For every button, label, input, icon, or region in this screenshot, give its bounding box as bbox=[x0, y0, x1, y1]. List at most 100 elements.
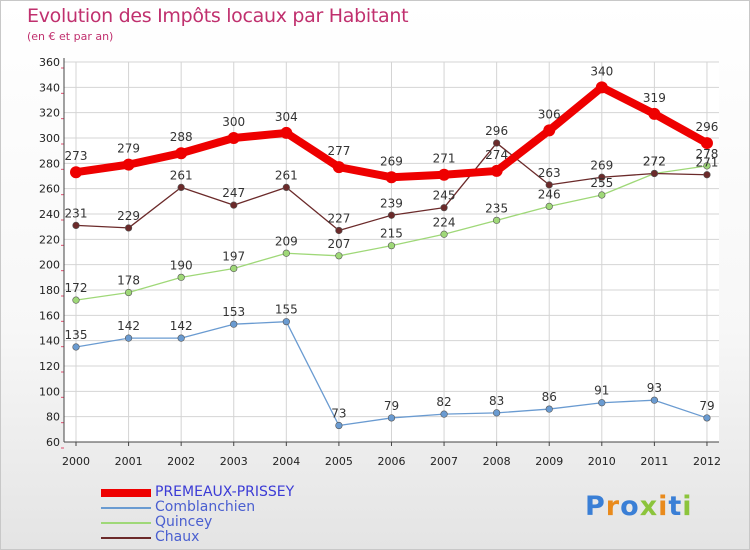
data-point-chaux bbox=[335, 226, 343, 235]
data-label-quincey: 178 bbox=[117, 274, 140, 288]
data-point-comblanchien bbox=[650, 396, 658, 404]
x-tick-label: 2001 bbox=[115, 455, 143, 468]
data-point-comblanchien bbox=[387, 414, 396, 422]
data-point-quincey bbox=[230, 264, 238, 273]
data-point-chaux bbox=[545, 181, 553, 189]
data-point-premeaux-prissey bbox=[490, 164, 503, 177]
data-point-premeaux-prissey bbox=[70, 166, 82, 179]
data-point-premeaux-prissey bbox=[543, 124, 556, 137]
x-tick-label: 2011 bbox=[640, 455, 668, 468]
data-label-chaux: 227 bbox=[327, 211, 350, 225]
data-point-chaux bbox=[387, 211, 396, 219]
data-point-comblanchien bbox=[335, 421, 343, 430]
x-tick-label: 2006 bbox=[377, 455, 405, 468]
data-point-premeaux-prissey bbox=[122, 158, 135, 171]
legend-item-premeaux-prissey: PREMEAUX-PRISSEY bbox=[101, 485, 294, 500]
data-label-premeaux-prissey: 273 bbox=[65, 149, 88, 163]
data-point-quincey bbox=[177, 273, 185, 281]
legend-swatch bbox=[101, 521, 151, 524]
data-label-quincey: 209 bbox=[275, 234, 298, 248]
data-label-chaux: 272 bbox=[643, 154, 666, 168]
data-label-quincey: 235 bbox=[485, 201, 508, 215]
data-point-quincey bbox=[545, 202, 553, 210]
x-tick-label: 2000 bbox=[62, 455, 90, 468]
data-point-chaux bbox=[282, 183, 290, 191]
data-label-quincey: 197 bbox=[222, 249, 245, 263]
proxiti-logo: Proxiti bbox=[585, 491, 693, 522]
data-label-premeaux-prissey: 319 bbox=[643, 91, 666, 105]
data-label-quincey: 172 bbox=[65, 281, 88, 295]
data-point-comblanchien bbox=[177, 334, 185, 342]
legend-label: Comblanchien bbox=[155, 499, 256, 515]
data-label-premeaux-prissey: 300 bbox=[222, 115, 245, 129]
x-tick-label: 2002 bbox=[167, 455, 195, 468]
y-tick-label: 360 bbox=[39, 56, 60, 69]
chart-subtitle: (en € et par an) bbox=[27, 30, 114, 43]
data-point-comblanchien bbox=[230, 320, 238, 328]
data-label-comblanchien: 83 bbox=[489, 394, 504, 408]
data-label-quincey: 255 bbox=[590, 176, 613, 190]
data-label-comblanchien: 153 bbox=[222, 305, 245, 319]
data-point-quincey bbox=[282, 249, 290, 257]
data-label-comblanchien: 79 bbox=[699, 399, 714, 413]
axes: 60 80 100 120 140 160 180 200 220 240 260 280 300 320… bbox=[39, 56, 721, 468]
data-point-chaux bbox=[703, 171, 711, 179]
y-tick-label: 280 bbox=[39, 157, 60, 170]
data-point-chaux bbox=[124, 224, 133, 232]
data-point-quincey bbox=[703, 162, 711, 170]
data-point-comblanchien bbox=[282, 318, 290, 326]
y-tick-label: 120 bbox=[39, 360, 60, 373]
data-point-premeaux-prissey bbox=[648, 107, 661, 120]
y-tick-label: 100 bbox=[39, 385, 60, 398]
x-tick-label: 2009 bbox=[535, 455, 563, 468]
data-point-comblanchien bbox=[124, 334, 133, 342]
data-point-chaux bbox=[650, 169, 658, 178]
grid bbox=[64, 61, 719, 443]
data-label-premeaux-prissey: 277 bbox=[327, 144, 350, 158]
data-label-chaux: 239 bbox=[380, 196, 403, 210]
data-label-chaux: 245 bbox=[433, 189, 456, 203]
data-label-premeaux-prissey: 304 bbox=[275, 110, 298, 124]
data-label-quincey: 190 bbox=[170, 258, 193, 272]
data-label-premeaux-prissey: 296 bbox=[696, 120, 719, 134]
data-label-quincey: 215 bbox=[380, 227, 403, 241]
data-point-quincey bbox=[124, 288, 133, 297]
x-tick-label: 2005 bbox=[325, 455, 353, 468]
data-label-chaux: 247 bbox=[222, 186, 245, 200]
data-point-premeaux-prissey bbox=[700, 137, 713, 150]
y-tick-label: 80 bbox=[46, 411, 60, 424]
data-label-chaux: 263 bbox=[538, 166, 561, 180]
x-tick-label: 2010 bbox=[588, 455, 616, 468]
data-point-comblanchien bbox=[703, 414, 711, 422]
data-point-chaux bbox=[72, 221, 80, 229]
chart-title: Evolution des Impôts locaux par Habitant bbox=[27, 5, 409, 27]
y-tick-label: 60 bbox=[46, 436, 60, 449]
data-point-premeaux-prissey bbox=[385, 171, 398, 184]
data-label-premeaux-prissey: 279 bbox=[117, 142, 140, 156]
y-tick-label: 240 bbox=[39, 208, 60, 221]
data-point-premeaux-prissey bbox=[227, 132, 240, 144]
data-point-premeaux-prissey bbox=[332, 161, 345, 174]
y-tick-label: 200 bbox=[39, 259, 60, 272]
data-label-premeaux-prissey: 340 bbox=[590, 64, 613, 78]
data-point-quincey bbox=[387, 242, 396, 250]
y-tick-label: 260 bbox=[39, 183, 60, 196]
x-tick-label: 2004 bbox=[272, 455, 300, 468]
data-label-premeaux-prissey: 271 bbox=[433, 152, 456, 166]
legend-label: Quincey bbox=[155, 514, 213, 530]
data-point-quincey bbox=[440, 230, 448, 238]
data-label-premeaux-prissey: 288 bbox=[170, 130, 193, 144]
x-tick-label: 2012 bbox=[693, 455, 721, 468]
data-point-quincey bbox=[493, 216, 501, 224]
data-label-chaux: 261 bbox=[170, 168, 193, 182]
data-point-premeaux-prissey bbox=[438, 168, 451, 181]
data-point-chaux bbox=[177, 183, 185, 191]
data-label-premeaux-prissey: 306 bbox=[538, 107, 561, 121]
y-tick-label: 300 bbox=[39, 132, 60, 145]
data-label-chaux: 261 bbox=[275, 168, 298, 182]
data-point-premeaux-prissey bbox=[595, 81, 608, 94]
y-tick-label: 320 bbox=[39, 107, 60, 120]
data-label-comblanchien: 142 bbox=[117, 319, 140, 333]
data-label-comblanchien: 93 bbox=[647, 381, 662, 395]
data-label-quincey: 207 bbox=[327, 237, 350, 251]
